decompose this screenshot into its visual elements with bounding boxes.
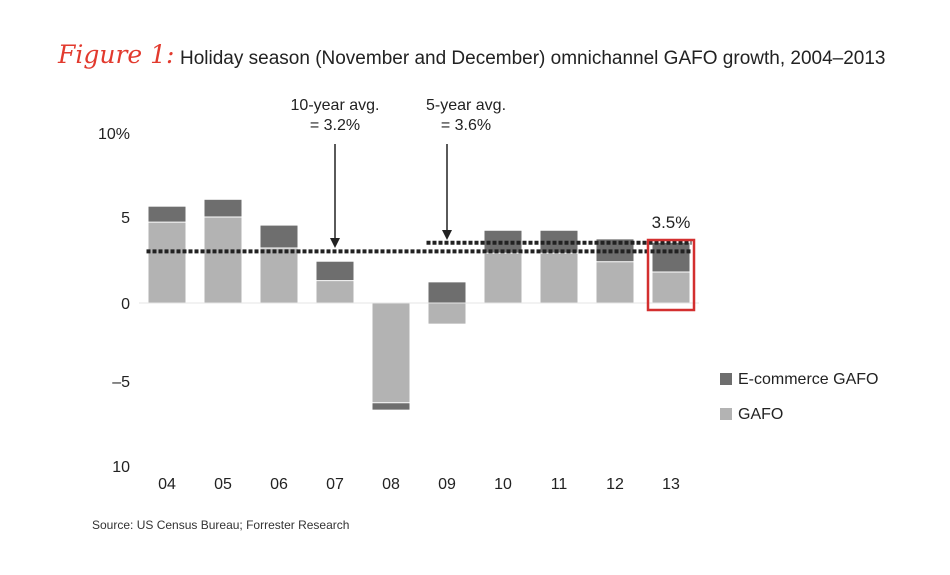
y-tick-label-2: 0	[121, 296, 130, 313]
x-tick-label-13: 13	[662, 476, 680, 493]
bar-ecommerce-08	[372, 402, 410, 410]
y-tick-label-1: 5	[121, 210, 130, 227]
y-tick-label-0: 10%	[98, 126, 130, 143]
bar-ecommerce-06	[260, 225, 298, 248]
bar-ecommerce-07	[316, 261, 354, 281]
y-tick-label-4: 10	[112, 459, 130, 476]
figure-label: Figure 1:	[58, 40, 175, 69]
x-tick-label-11: 11	[551, 476, 568, 493]
x-tick-label-12: 12	[606, 476, 624, 493]
bar-gafo-13	[652, 272, 690, 303]
chart-title: Holiday season (November and December) o…	[180, 48, 886, 69]
y-tick-label-3: –5	[112, 374, 130, 391]
bar-gafo-09	[428, 303, 466, 324]
avg-arrow-head-10yr	[330, 238, 340, 248]
avg-label-5yr-line1: 5-year avg.	[426, 97, 506, 114]
bar-gafo-06	[260, 247, 298, 303]
bar-ecommerce-10	[484, 230, 522, 254]
bar-gafo-12	[596, 261, 634, 303]
bar-ecommerce-09	[428, 282, 466, 303]
x-tick-label-04: 04	[158, 476, 176, 493]
bar-gafo-04	[148, 222, 186, 303]
legend-swatch-ecommerce	[720, 373, 732, 385]
x-tick-label-06: 06	[270, 476, 288, 493]
bar-ecommerce-13	[652, 242, 690, 273]
x-tick-label-08: 08	[382, 476, 400, 493]
legend-label-ecommerce: E-commerce GAFO	[738, 371, 878, 388]
avg-label-10yr-line2: = 3.2%	[310, 117, 360, 134]
x-tick-label-05: 05	[214, 476, 232, 493]
x-tick-label-10: 10	[494, 476, 512, 493]
avg-label-10yr-line1: 10-year avg.	[291, 97, 380, 114]
highlight-label: 3.5%	[652, 213, 691, 232]
legend-label-gafo: GAFO	[738, 406, 783, 423]
bar-gafo-08	[372, 303, 410, 403]
x-tick-label-07: 07	[326, 476, 344, 493]
bar-ecommerce-05	[204, 199, 242, 217]
bar-gafo-10	[484, 253, 522, 303]
bar-ecommerce-04	[148, 206, 186, 223]
bar-gafo-07	[316, 280, 354, 303]
bar-gafo-05	[204, 217, 242, 303]
source-note: Source: US Census Bureau; Forrester Rese…	[92, 518, 350, 532]
highlight-box-13	[646, 238, 696, 312]
x-tick-label-09: 09	[438, 476, 456, 493]
bar-gafo-11	[540, 253, 578, 303]
avg-arrow-head-5yr	[442, 230, 452, 240]
avg-label-5yr-line2: = 3.6%	[441, 117, 491, 134]
legend-swatch-gafo	[720, 408, 732, 420]
